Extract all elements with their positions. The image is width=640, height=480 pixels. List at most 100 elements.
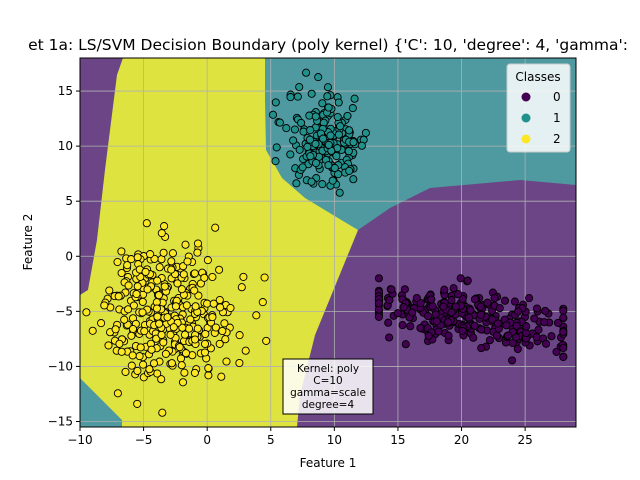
point-class-2 <box>146 250 155 259</box>
point-class-1 <box>272 143 281 152</box>
point-class-1 <box>350 94 359 103</box>
annotation-line-degree: degree=4 <box>302 399 355 411</box>
point-class-2 <box>190 286 199 295</box>
y-tick-label: 0 <box>65 249 73 263</box>
point-class-1 <box>297 118 306 127</box>
point-class-1 <box>307 89 316 98</box>
legend-marker-2 <box>521 134 531 144</box>
point-class-2 <box>173 279 182 288</box>
point-class-2 <box>200 273 209 282</box>
point-class-2 <box>100 301 109 310</box>
point-class-0 <box>406 322 415 331</box>
plot-frame <box>79 57 577 428</box>
point-class-1 <box>289 136 298 145</box>
y-tick-label: 15 <box>58 84 73 98</box>
point-class-2 <box>115 339 124 348</box>
point-class-2 <box>211 223 220 232</box>
point-class-2 <box>117 268 126 278</box>
point-class-2 <box>104 341 113 350</box>
x-tick-label: 5 <box>267 433 275 447</box>
point-class-2 <box>235 358 244 368</box>
point-class-0 <box>416 323 425 333</box>
point-class-1 <box>298 163 307 172</box>
point-class-2 <box>203 256 212 265</box>
point-class-0 <box>476 310 485 319</box>
point-class-0 <box>434 327 443 336</box>
point-class-2 <box>128 324 138 334</box>
point-class-2 <box>258 298 267 307</box>
point-class-2 <box>152 334 161 343</box>
point-class-0 <box>374 312 383 321</box>
point-class-2 <box>190 368 199 377</box>
point-class-2 <box>155 319 164 328</box>
point-class-1 <box>305 111 314 120</box>
point-class-0 <box>485 336 494 345</box>
point-class-2 <box>82 308 91 317</box>
point-class-2 <box>139 360 148 369</box>
point-class-2 <box>132 289 141 299</box>
legend-box <box>506 63 571 153</box>
point-class-1 <box>314 73 323 82</box>
point-class-2 <box>184 324 194 333</box>
kernel-annotation: Kernel: poly C=10 gamma=scale degree=4 <box>282 358 374 415</box>
point-class-0 <box>542 339 551 348</box>
point-class-2 <box>208 313 217 322</box>
point-class-2 <box>155 263 164 272</box>
x-tick-label: −10 <box>67 433 92 447</box>
point-class-1 <box>335 188 344 197</box>
point-class-2 <box>200 339 210 348</box>
point-class-0 <box>512 333 521 342</box>
point-class-0 <box>470 295 479 304</box>
point-class-0 <box>428 302 437 311</box>
point-class-2 <box>260 273 269 282</box>
point-class-1 <box>286 150 295 159</box>
point-class-2 <box>152 304 161 313</box>
point-class-2 <box>181 240 190 249</box>
point-class-2 <box>252 311 261 320</box>
point-class-2 <box>121 367 130 376</box>
point-class-2 <box>217 372 226 381</box>
point-class-0 <box>439 302 448 311</box>
point-class-2 <box>183 257 192 266</box>
point-class-0 <box>463 276 472 285</box>
point-class-0 <box>512 321 521 330</box>
point-class-0 <box>476 302 485 311</box>
point-class-2 <box>127 331 136 340</box>
point-class-2 <box>171 302 180 311</box>
point-class-2 <box>128 351 137 360</box>
legend: Classes 0 1 2 <box>506 63 571 153</box>
point-class-0 <box>493 319 502 328</box>
point-class-2 <box>178 323 187 332</box>
point-class-0 <box>508 356 517 365</box>
x-tick-label: 20 <box>454 433 469 447</box>
point-class-0 <box>525 294 534 303</box>
point-class-0 <box>534 325 543 334</box>
point-class-2 <box>153 276 162 285</box>
point-class-2 <box>178 378 188 387</box>
point-class-1 <box>307 177 316 186</box>
y-tick-label: 10 <box>58 139 73 153</box>
point-class-1 <box>324 140 333 149</box>
point-class-2 <box>97 319 106 328</box>
point-class-0 <box>423 312 433 321</box>
point-class-2 <box>127 361 136 370</box>
point-class-2 <box>123 261 132 270</box>
point-class-2 <box>153 312 162 321</box>
point-class-0 <box>393 309 402 318</box>
point-class-0 <box>495 304 504 313</box>
annotation-line-c: C=10 <box>313 375 343 387</box>
point-class-0 <box>532 304 542 313</box>
point-class-2 <box>124 305 133 314</box>
point-class-1 <box>311 139 320 148</box>
point-class-2 <box>204 371 213 380</box>
point-class-1 <box>334 130 343 139</box>
point-class-2 <box>129 301 138 310</box>
point-class-0 <box>444 331 453 340</box>
point-class-1 <box>295 82 304 92</box>
point-class-1 <box>306 152 315 161</box>
point-class-2 <box>142 219 151 228</box>
point-class-1 <box>302 68 311 77</box>
point-class-0 <box>449 284 458 293</box>
point-class-0 <box>541 306 550 315</box>
